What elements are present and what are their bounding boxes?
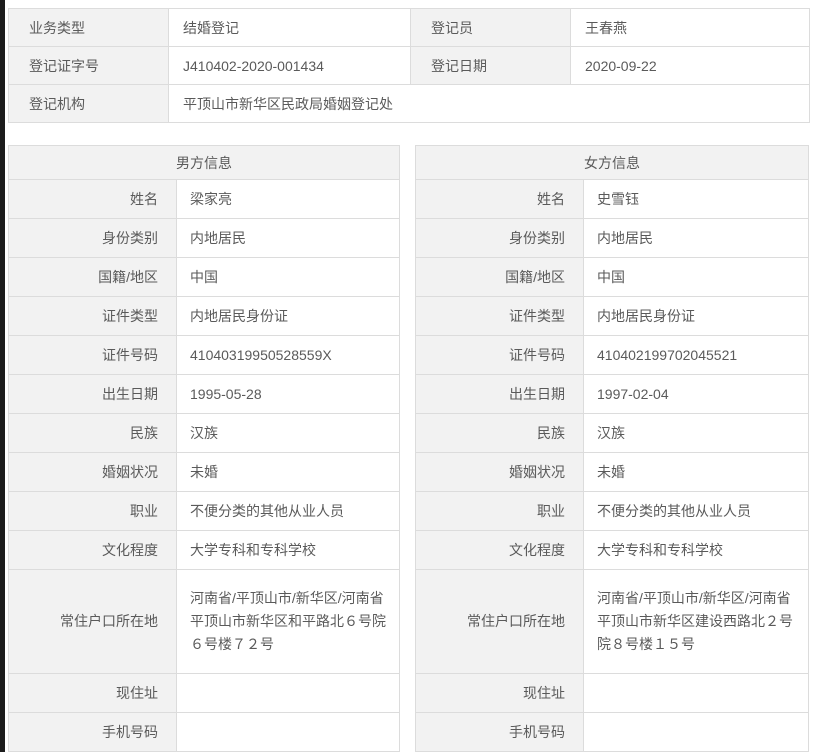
table-header-row: 女方信息 (415, 145, 809, 180)
field-value-identity-type: 内地居民 (583, 218, 809, 258)
registrar-value: 王春燕 (570, 8, 810, 47)
table-row: 职业 不便分类的其他从业人员 (415, 491, 809, 531)
field-label-name: 姓名 (8, 179, 177, 219)
male-info-table: 男方信息 姓名 梁家亮 身份类别 内地居民 国籍/地区 中国 证件类型 内地居民… (8, 145, 400, 752)
table-row: 职业 不便分类的其他从业人员 (8, 491, 400, 531)
field-label-current-address: 现住址 (415, 673, 584, 713)
field-label-current-address: 现住址 (8, 673, 177, 713)
field-value-name: 梁家亮 (176, 179, 400, 219)
field-value-mobile (176, 712, 400, 752)
field-value-nationality: 中国 (583, 257, 809, 297)
field-value-id-number: 410402199702045521 (583, 335, 809, 375)
table-row: 常住户口所在地 河南省/平顶山市/新华区/河南省平顶山市新华区建设西路北２号院８… (415, 569, 809, 674)
field-value-current-address (176, 673, 400, 713)
field-label-occupation: 职业 (8, 491, 177, 531)
table-row: 证件号码 410402199702045521 (415, 335, 809, 375)
field-label-mobile: 手机号码 (8, 712, 177, 752)
field-value-birth-date: 1995-05-28 (176, 374, 400, 414)
field-value-occupation: 不便分类的其他从业人员 (583, 491, 809, 531)
field-value-marital-status: 未婚 (583, 452, 809, 492)
field-value-nationality: 中国 (176, 257, 400, 297)
field-label-marital-status: 婚姻状况 (8, 452, 177, 492)
female-info-table: 女方信息 姓名 史雪钰 身份类别 内地居民 国籍/地区 中国 证件类型 内地居民… (415, 145, 809, 752)
field-label-id-number: 证件号码 (415, 335, 584, 375)
table-row: 登记机构 平顶山市新华区民政局婚姻登记处 (8, 84, 810, 123)
field-label-household-address: 常住户口所在地 (8, 569, 177, 674)
field-label-education: 文化程度 (415, 530, 584, 570)
field-label-id-type: 证件类型 (415, 296, 584, 336)
cert-no-label: 登记证字号 (8, 46, 169, 85)
field-value-id-type: 内地居民身份证 (176, 296, 400, 336)
registrar-label: 登记员 (410, 8, 571, 47)
field-label-mobile: 手机号码 (415, 712, 584, 752)
table-row: 民族 汉族 (8, 413, 400, 453)
registration-summary-table: 业务类型 结婚登记 登记员 王春燕 登记证字号 J410402-2020-001… (8, 8, 810, 123)
field-label-household-address: 常住户口所在地 (415, 569, 584, 674)
field-value-id-type: 内地居民身份证 (583, 296, 809, 336)
field-label-name: 姓名 (415, 179, 584, 219)
table-row: 手机号码 (415, 712, 809, 752)
field-label-ethnicity: 民族 (8, 413, 177, 453)
field-label-identity-type: 身份类别 (8, 218, 177, 258)
field-label-birth-date: 出生日期 (8, 374, 177, 414)
table-row: 出生日期 1997-02-04 (415, 374, 809, 414)
table-row: 手机号码 (8, 712, 400, 752)
agency-label: 登记机构 (8, 84, 169, 123)
field-value-birth-date: 1997-02-04 (583, 374, 809, 414)
business-type-value: 结婚登记 (168, 8, 411, 47)
field-label-occupation: 职业 (415, 491, 584, 531)
field-value-marital-status: 未婚 (176, 452, 400, 492)
table-row: 出生日期 1995-05-28 (8, 374, 400, 414)
field-value-household-address: 河南省/平顶山市/新华区/河南省平顶山市新华区建设西路北２号院８号楼１５号 (583, 569, 809, 674)
field-label-ethnicity: 民族 (415, 413, 584, 453)
field-value-name: 史雪钰 (583, 179, 809, 219)
male-info-title: 男方信息 (8, 145, 400, 180)
table-row: 证件号码 41040319950528559X (8, 335, 400, 375)
reg-date-label: 登记日期 (410, 46, 571, 85)
table-row: 民族 汉族 (415, 413, 809, 453)
field-label-id-number: 证件号码 (8, 335, 177, 375)
table-row: 姓名 梁家亮 (8, 179, 400, 219)
table-row: 常住户口所在地 河南省/平顶山市/新华区/河南省平顶山市新华区和平路北６号院６号… (8, 569, 400, 674)
business-type-label: 业务类型 (8, 8, 169, 47)
window-left-edge (0, 0, 5, 752)
table-row: 婚姻状况 未婚 (8, 452, 400, 492)
field-value-current-address (583, 673, 809, 713)
table-row: 国籍/地区 中国 (8, 257, 400, 297)
table-row: 身份类别 内地居民 (8, 218, 400, 258)
table-row: 文化程度 大学专科和专科学校 (415, 530, 809, 570)
table-row: 婚姻状况 未婚 (415, 452, 809, 492)
field-value-ethnicity: 汉族 (176, 413, 400, 453)
field-label-marital-status: 婚姻状况 (415, 452, 584, 492)
field-label-nationality: 国籍/地区 (8, 257, 177, 297)
field-value-education: 大学专科和专科学校 (176, 530, 400, 570)
table-row: 现住址 (415, 673, 809, 713)
agency-value: 平顶山市新华区民政局婚姻登记处 (168, 84, 810, 123)
field-value-identity-type: 内地居民 (176, 218, 400, 258)
field-value-education: 大学专科和专科学校 (583, 530, 809, 570)
table-row: 证件类型 内地居民身份证 (8, 296, 400, 336)
field-value-ethnicity: 汉族 (583, 413, 809, 453)
table-row: 国籍/地区 中国 (415, 257, 809, 297)
field-label-education: 文化程度 (8, 530, 177, 570)
field-value-occupation: 不便分类的其他从业人员 (176, 491, 400, 531)
table-row: 身份类别 内地居民 (415, 218, 809, 258)
field-label-nationality: 国籍/地区 (415, 257, 584, 297)
table-row: 文化程度 大学专科和专科学校 (8, 530, 400, 570)
female-info-title: 女方信息 (415, 145, 809, 180)
field-value-household-address: 河南省/平顶山市/新华区/河南省平顶山市新华区和平路北６号院６号楼７２号 (176, 569, 400, 674)
field-value-id-number: 41040319950528559X (176, 335, 400, 375)
table-row: 证件类型 内地居民身份证 (415, 296, 809, 336)
field-value-mobile (583, 712, 809, 752)
table-row: 登记证字号 J410402-2020-001434 登记日期 2020-09-2… (8, 46, 810, 85)
field-label-id-type: 证件类型 (8, 296, 177, 336)
cert-no-value: J410402-2020-001434 (168, 46, 411, 85)
table-header-row: 男方信息 (8, 145, 400, 180)
table-row: 姓名 史雪钰 (415, 179, 809, 219)
table-row: 业务类型 结婚登记 登记员 王春燕 (8, 8, 810, 47)
field-label-birth-date: 出生日期 (415, 374, 584, 414)
reg-date-value: 2020-09-22 (570, 46, 810, 85)
table-row: 现住址 (8, 673, 400, 713)
field-label-identity-type: 身份类别 (415, 218, 584, 258)
